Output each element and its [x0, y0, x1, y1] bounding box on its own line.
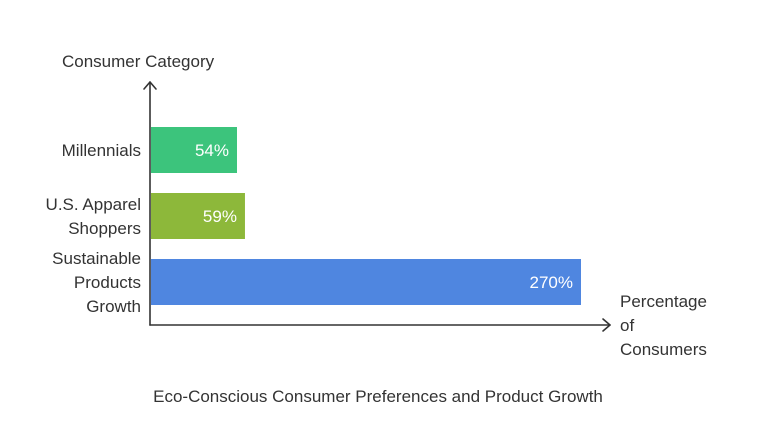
- category-label: Sustainable: [52, 249, 141, 268]
- axes: [143, 81, 611, 332]
- bar-value-label: 59%: [203, 207, 237, 226]
- y-axis-title: Consumer Category: [62, 52, 215, 71]
- bar-value-label: 270%: [530, 273, 573, 292]
- category-label: Shoppers: [68, 219, 141, 238]
- category-label: Products: [74, 273, 141, 292]
- bars: 54% 59% 270%: [151, 127, 581, 305]
- bar-0: [151, 127, 237, 173]
- x-axis-title-line: of: [620, 316, 634, 335]
- x-axis-title: Percentage of Consumers: [620, 292, 707, 359]
- y-axis-arrow-icon: [143, 81, 157, 90]
- bar-value-label: 54%: [195, 141, 229, 160]
- chart-title: Eco-Conscious Consumer Preferences and P…: [153, 387, 603, 406]
- category-label: U.S. Apparel: [46, 195, 141, 214]
- x-axis-title-line: Consumers: [620, 340, 707, 359]
- category-label: Growth: [86, 297, 141, 316]
- x-axis-title-line: Percentage: [620, 292, 707, 311]
- category-label: Millennials: [62, 141, 141, 160]
- category-labels: Millennials U.S. Apparel Shoppers Sustainab…: [46, 141, 141, 316]
- x-axis-arrow-icon: [602, 318, 611, 332]
- bar-2: [151, 259, 581, 305]
- bar-1: [151, 193, 245, 239]
